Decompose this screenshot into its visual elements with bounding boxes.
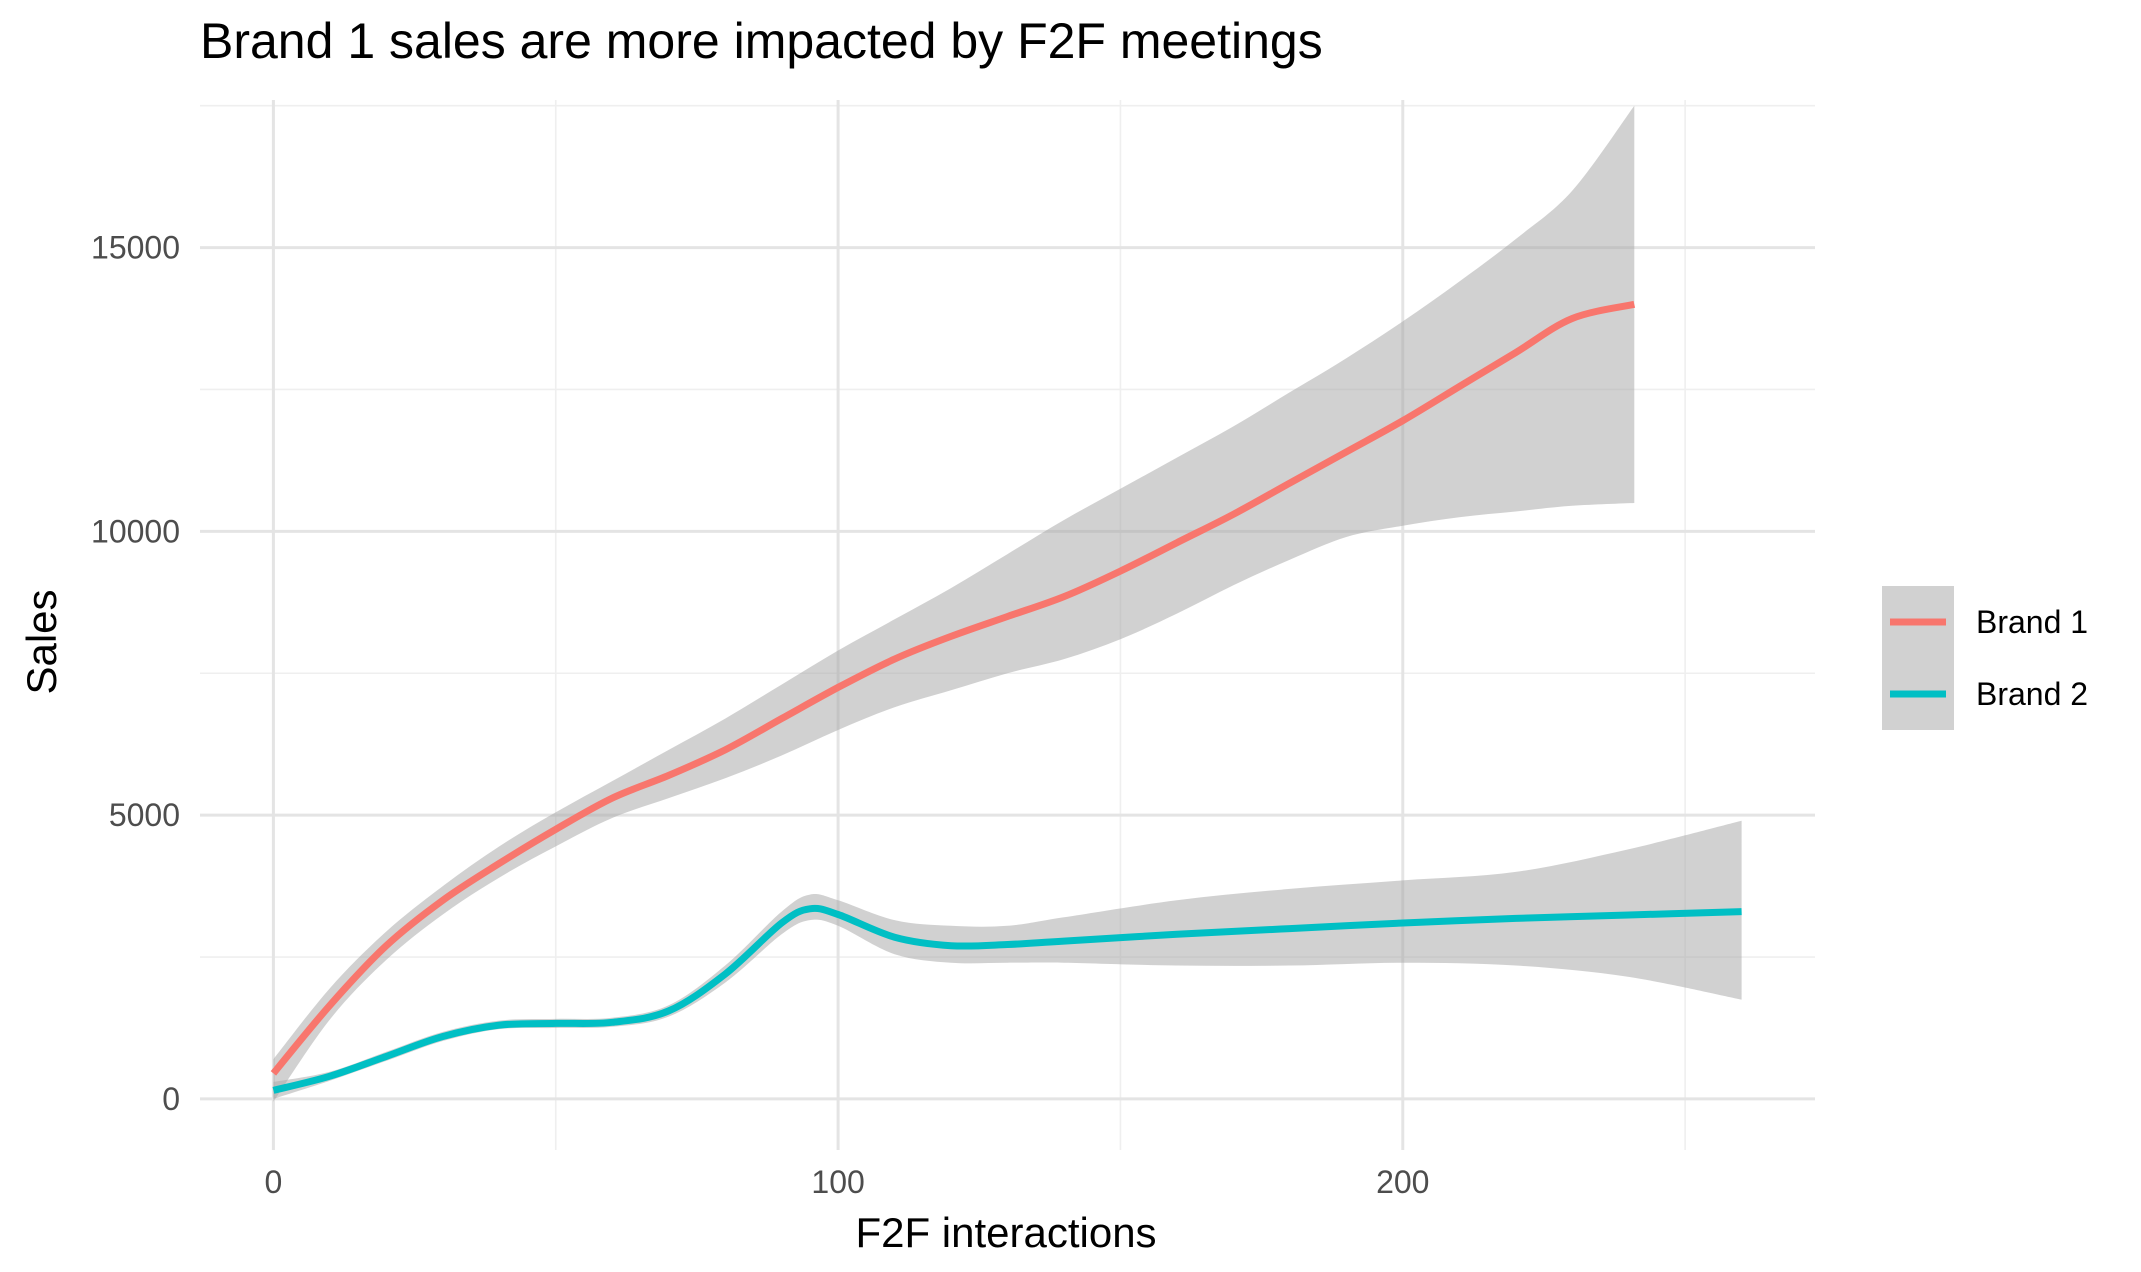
confidence-ribbons <box>273 105 1742 1102</box>
y-tick-label: 5000 <box>109 797 180 833</box>
y-tick-label: 10000 <box>91 513 180 549</box>
chart-title: Brand 1 sales are more impacted by F2F m… <box>200 13 1323 69</box>
series-lines <box>270 300 1742 1094</box>
legend: Brand 1 Brand 2 <box>1882 586 2088 730</box>
confidence-ribbon-1 <box>273 105 1635 1102</box>
tick-labels: 0 5000 10000 15000 0 100 200 <box>91 230 1429 1200</box>
y-axis-title: Sales <box>18 589 65 694</box>
y-tick-label: 15000 <box>91 230 180 266</box>
legend-label: Brand 2 <box>1976 676 2088 712</box>
series-line-1 <box>270 300 1636 1076</box>
x-tick-label: 100 <box>811 1164 864 1200</box>
legend-label: Brand 1 <box>1976 604 2088 640</box>
chart-grid <box>200 100 1815 1150</box>
x-tick-label: 0 <box>265 1164 283 1200</box>
y-tick-label: 0 <box>162 1081 180 1117</box>
x-tick-label: 200 <box>1376 1164 1429 1200</box>
x-axis-title: F2F interactions <box>855 1209 1156 1256</box>
confidence-ribbon-2 <box>273 820 1742 1099</box>
series-line-2 <box>272 904 1742 1094</box>
